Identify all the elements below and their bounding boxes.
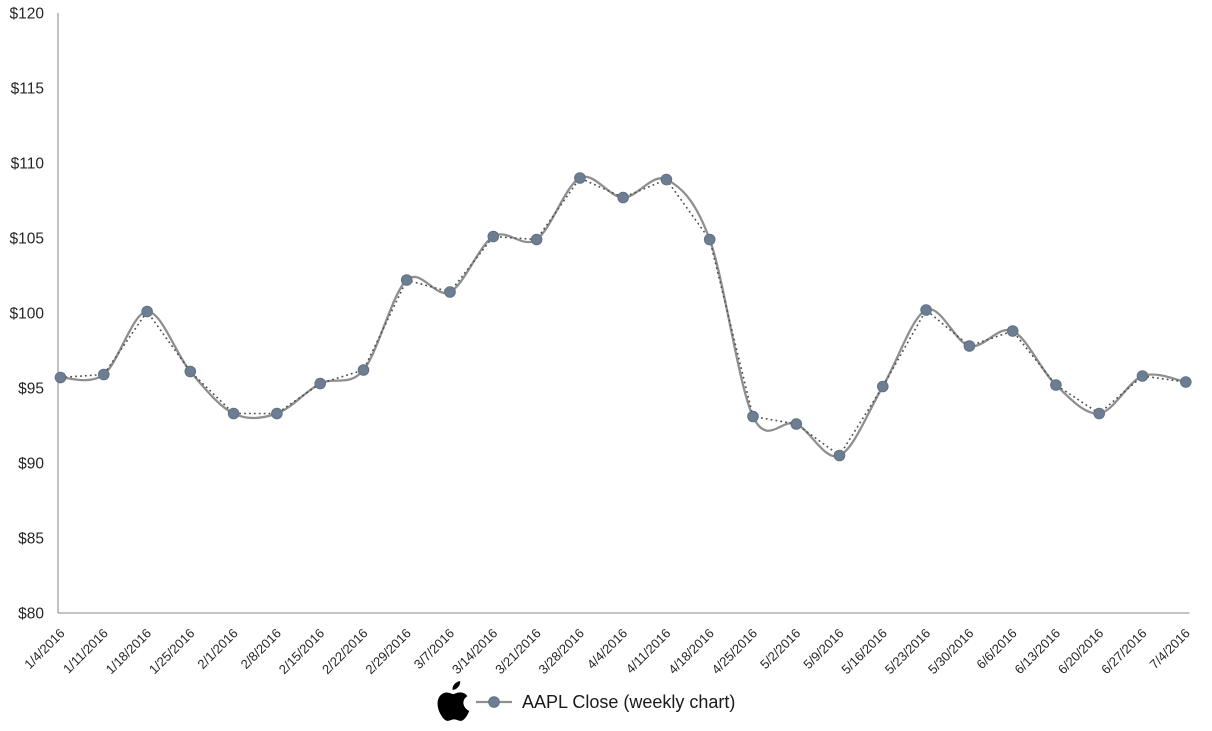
x-axis-tick-label: 2/1/2016	[194, 626, 240, 672]
data-point-marker	[833, 449, 846, 462]
x-axis-tick-label: 5/16/2016	[838, 626, 890, 676]
aapl-close-smooth-line	[60, 175, 1187, 458]
y-axis-tick-label: $100	[10, 306, 45, 323]
data-point-marker	[357, 364, 370, 376]
data-point-marker	[141, 305, 153, 318]
data-point-marker	[227, 407, 240, 420]
legend-label: AAPL Close (weekly chart)	[522, 691, 736, 712]
data-point-marker	[400, 274, 413, 286]
x-axis-tick-label: 5/23/2016	[882, 626, 934, 676]
data-point-marker	[877, 380, 889, 393]
y-axis-tick-label: $105	[10, 231, 44, 248]
x-axis-tick-label: 1/25/2016	[146, 626, 198, 676]
data-point-marker	[963, 340, 976, 352]
data-point-marker	[660, 173, 673, 186]
data-point-marker	[574, 172, 586, 184]
data-point-marker	[617, 191, 629, 204]
data-point-marker	[487, 230, 500, 243]
data-point-marker	[1050, 379, 1062, 391]
x-axis-tick-label: 5/2/2016	[757, 626, 803, 672]
x-axis-tick-label: 5/30/2016	[925, 626, 977, 676]
data-point-marker	[98, 368, 110, 381]
x-axis-tick-label: 4/18/2016	[665, 626, 717, 676]
x-axis-tick-label: 1/18/2016	[103, 626, 155, 676]
y-axis-tick-label: $90	[18, 456, 44, 473]
x-axis-tick-label: 2/15/2016	[276, 626, 328, 676]
y-axis-tick-label: $120	[10, 6, 45, 23]
y-axis-tick-label: $80	[18, 606, 44, 623]
data-point-marker	[444, 286, 456, 298]
data-point-marker	[1093, 407, 1105, 420]
legend-series-marker-icon	[476, 696, 512, 708]
y-axis-tick-label: $110	[11, 156, 45, 173]
x-axis-tick-label: 3/21/2016	[492, 626, 544, 676]
data-point-marker	[530, 233, 543, 246]
y-axis-tick-label: $115	[11, 81, 44, 98]
data-point-marker	[184, 365, 197, 378]
data-point-marker	[1180, 376, 1192, 388]
data-point-marker	[314, 377, 327, 390]
data-point-marker	[1136, 370, 1149, 382]
data-point-marker	[920, 304, 932, 316]
data-point-marker	[747, 410, 759, 423]
data-point-marker	[54, 371, 67, 384]
x-axis-tick-label: 6/13/2016	[1012, 626, 1064, 676]
y-axis-tick-label: $85	[18, 531, 44, 548]
data-point-marker	[703, 233, 716, 246]
x-axis-tick-label: 6/27/2016	[1098, 626, 1150, 676]
x-axis-tick-label: 3/14/2016	[449, 626, 501, 676]
x-axis-tick-label: 3/28/2016	[535, 626, 587, 676]
data-point-marker	[790, 418, 803, 430]
aapl-weekly-line-chart: $80$85$90$95$100$105$110$115$1201/4/2016…	[10, 6, 1193, 677]
apple-logo-icon	[437, 681, 469, 721]
x-axis-tick-label: 2/22/2016	[319, 626, 371, 676]
y-axis-tick-label: $95	[18, 381, 44, 398]
data-point-marker	[271, 407, 283, 420]
legend: AAPL Close (weekly chart)	[437, 680, 735, 724]
x-axis-tick-label: 4/25/2016	[709, 626, 761, 676]
data-point-marker	[1006, 325, 1019, 337]
x-axis-tick-label: 7/4/2016	[1147, 626, 1193, 672]
x-axis-tick-label: 2/29/2016	[362, 626, 414, 676]
x-axis-tick-label: 6/20/2016	[1055, 626, 1107, 676]
